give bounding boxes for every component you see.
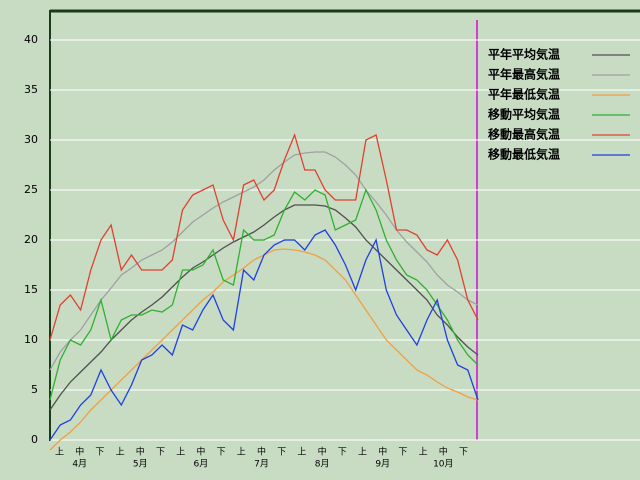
x-tick-label: 中 bbox=[257, 446, 266, 458]
legend-label: 平年平均気温 bbox=[488, 47, 560, 62]
x-tick-label: 中 bbox=[75, 446, 84, 458]
y-tick-label: 40 bbox=[24, 33, 38, 46]
x-tick-label: 下 bbox=[95, 448, 104, 458]
series-line bbox=[49, 229, 479, 441]
x-tick-label: 中 bbox=[196, 446, 205, 458]
x-tick-label: 上 bbox=[419, 447, 428, 458]
y-tick-label: 25 bbox=[24, 183, 38, 196]
x-tick-label: 中 bbox=[318, 446, 327, 458]
month-label: 5月 bbox=[133, 459, 148, 470]
legend-label: 移動平均気温 bbox=[488, 107, 560, 122]
x-tick-label: 下 bbox=[277, 448, 286, 458]
series-line bbox=[49, 188, 479, 401]
legend-label: 移動最低気温 bbox=[488, 147, 560, 162]
y-tick-label: 20 bbox=[24, 233, 38, 246]
legend-label: 平年最高気温 bbox=[488, 67, 560, 82]
x-tick-label: 上 bbox=[358, 447, 367, 458]
x-tick-label: 中 bbox=[136, 446, 145, 458]
x-tick-label: 上 bbox=[237, 447, 246, 458]
x-tick-label: 下 bbox=[217, 448, 226, 458]
legend-label: 平年最低気温 bbox=[488, 87, 560, 102]
y-tick-label: 35 bbox=[24, 83, 38, 96]
month-label: 4月 bbox=[72, 459, 87, 470]
x-tick-label: 上 bbox=[116, 447, 125, 458]
y-tick-label: 30 bbox=[24, 133, 38, 146]
month-label: 9月 bbox=[375, 459, 390, 470]
x-tick-label: 上 bbox=[297, 447, 306, 458]
x-tick-label: 中 bbox=[378, 446, 387, 458]
legend-label: 移動最高気温 bbox=[488, 127, 560, 142]
y-tick-label: 5 bbox=[31, 383, 38, 396]
month-label: 8月 bbox=[315, 459, 330, 470]
month-label: 6月 bbox=[194, 459, 209, 470]
series-line bbox=[49, 204, 479, 411]
month-label: 7月 bbox=[254, 459, 269, 470]
y-tick-label: 15 bbox=[24, 283, 38, 296]
y-tick-label: 0 bbox=[31, 433, 38, 446]
series-line bbox=[49, 133, 479, 341]
x-tick-label: 上 bbox=[55, 447, 64, 458]
x-tick-label: 上 bbox=[176, 447, 185, 458]
month-label: 10月 bbox=[433, 459, 453, 470]
x-tick-label: 下 bbox=[398, 448, 407, 458]
x-tick-label: 中 bbox=[439, 446, 448, 458]
series-line bbox=[49, 151, 479, 371]
y-tick-label: 10 bbox=[24, 333, 38, 346]
x-tick-label: 下 bbox=[338, 448, 347, 458]
x-tick-label: 下 bbox=[459, 448, 468, 458]
x-tick-label: 下 bbox=[156, 448, 165, 458]
